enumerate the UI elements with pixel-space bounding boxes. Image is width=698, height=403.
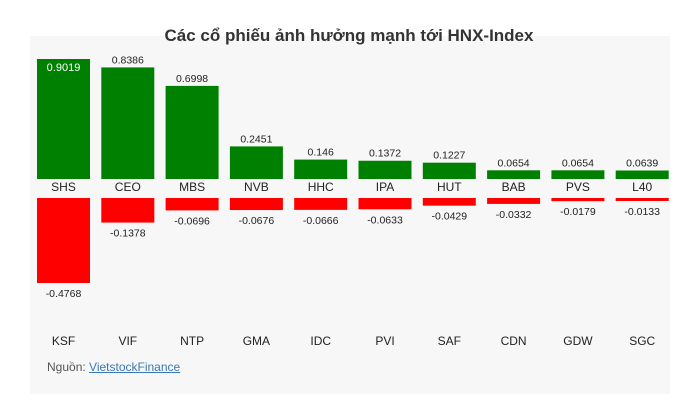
category-label-shs: SHS (51, 180, 76, 194)
bar-negative-sgc (615, 198, 669, 201)
category-label-hhc: HHC (308, 180, 334, 194)
bar-negative-ntp (165, 198, 219, 211)
category-label-mbs: MBS (179, 180, 205, 194)
value-label-hhc: 0.146 (308, 147, 334, 159)
value-label-hut: 0.1227 (433, 150, 465, 162)
bar-positive-pvs (551, 170, 605, 179)
category-label-ceo: CEO (115, 180, 141, 194)
bar-negative-cdn (487, 198, 541, 204)
value-label-pvs: 0.0654 (562, 157, 594, 169)
category-label-nvb: NVB (244, 180, 269, 194)
category-label-idc: IDC (310, 334, 331, 348)
value-label-ceo: 0.8386 (112, 54, 144, 66)
bar-negative-saf (422, 198, 476, 206)
category-label-cdn: CDN (501, 334, 527, 348)
bar-negative-idc (294, 198, 348, 210)
category-label-hut: HUT (437, 180, 462, 194)
value-label-ntp: -0.0696 (174, 215, 210, 227)
category-label-sgc: SGC (629, 334, 655, 348)
bar-negative-gdw (551, 198, 605, 202)
value-label-vif: -0.1378 (110, 228, 146, 240)
category-label-gdw: GDW (563, 334, 593, 348)
bar-negative-ksf (37, 198, 90, 283)
category-label-saf: SAF (438, 334, 461, 348)
value-label-gdw: -0.0179 (560, 206, 596, 218)
source-label: Nguồn: (47, 360, 86, 374)
source-line: Nguồn: VietstockFinance (47, 360, 180, 374)
bar-positive-hhc (294, 159, 348, 179)
value-label-ksf: -0.4768 (46, 288, 82, 300)
bar-negative-gma (229, 198, 283, 211)
category-label-ntp: NTP (180, 334, 204, 348)
category-label-gma: GMA (243, 334, 270, 348)
bar-positive-ceo (101, 67, 155, 179)
category-label-ksf: KSF (52, 334, 75, 348)
category-label-vif: VIF (118, 334, 137, 348)
value-label-saf: -0.0429 (431, 211, 467, 223)
value-label-shs: 0.9019 (47, 62, 81, 74)
value-label-gma: -0.0676 (239, 215, 275, 227)
category-label-pvs: PVS (566, 180, 590, 194)
value-label-cdn: -0.0332 (496, 209, 532, 221)
bar-positive-bab (487, 170, 541, 179)
category-label-ipa: IPA (376, 180, 394, 194)
value-label-ipa: 0.1372 (369, 148, 401, 160)
bar-positive-shs (37, 59, 90, 179)
bar-positive-l40 (615, 170, 669, 179)
value-label-mbs: 0.6998 (176, 73, 208, 85)
bar-positive-hut (422, 162, 476, 179)
category-label-l40: L40 (632, 180, 652, 194)
value-label-idc: -0.0666 (303, 215, 339, 227)
category-label-pvi: PVI (375, 334, 394, 348)
value-label-sgc: -0.0133 (624, 206, 660, 218)
source-link[interactable]: VietstockFinance (89, 360, 181, 374)
value-label-nvb: 0.2451 (240, 133, 272, 145)
bar-positive-nvb (229, 146, 283, 179)
bar-negative-vif (101, 198, 155, 223)
category-label-bab: BAB (502, 180, 526, 194)
value-label-pvi: -0.0633 (367, 214, 403, 226)
chart-title: Các cổ phiếu ảnh hưởng mạnh tới HNX-Inde… (164, 26, 534, 45)
bar-positive-mbs (165, 85, 219, 179)
bar-positive-ipa (358, 160, 412, 179)
bar-negative-pvi (358, 198, 412, 210)
value-label-bab: 0.0654 (498, 157, 530, 169)
value-label-l40: 0.0639 (626, 157, 658, 169)
